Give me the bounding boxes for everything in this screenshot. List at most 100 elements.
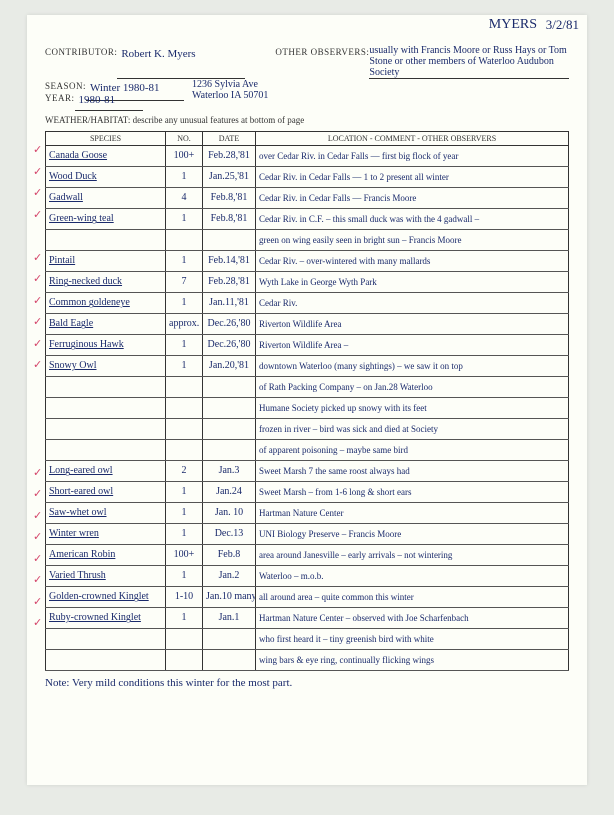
cell-comment: Humane Society picked up snowy with its … xyxy=(256,397,569,418)
cell-comment: Cedar Riv. xyxy=(256,292,569,313)
cell-no: 100+ xyxy=(166,145,203,166)
table-row: of apparent poisoning – maybe same bird xyxy=(46,439,569,460)
cell-no xyxy=(166,397,203,418)
table-row: Wood Duck1Jan.25,'81Cedar Riv. in Cedar … xyxy=(46,166,569,187)
table-row: Saw-whet owl1Jan. 10Hartman Nature Cente… xyxy=(46,502,569,523)
cell-date xyxy=(203,628,256,649)
species-table: SPECIES NO. DATE LOCATION - COMMENT - OT… xyxy=(45,131,569,671)
table-row: Snowy Owl1Jan.20,'81downtown Waterloo (m… xyxy=(46,355,569,376)
cell-comment: Cedar Riv. in C.F. – this small duck was… xyxy=(256,208,569,229)
table-row: Gadwall4Feb.8,'81Cedar Riv. in Cedar Fal… xyxy=(46,187,569,208)
cell-comment: all around area – quite common this wint… xyxy=(256,586,569,607)
cell-species: Bald Eagle xyxy=(46,313,166,334)
cell-comment: frozen in river – bird was sick and died… xyxy=(256,418,569,439)
th-no: NO. xyxy=(166,131,203,145)
cell-comment: Riverton Wildlife Area xyxy=(256,313,569,334)
cell-comment: Sweet Marsh 7 the same roost always had xyxy=(256,460,569,481)
cell-species xyxy=(46,439,166,460)
cell-no: 1-10 xyxy=(166,586,203,607)
cell-date xyxy=(203,418,256,439)
cell-no: 1 xyxy=(166,502,203,523)
cell-comment: Cedar Riv. in Cedar Falls — Francis Moor… xyxy=(256,187,569,208)
cell-date: Feb.8 xyxy=(203,544,256,565)
cell-species: Winter wren xyxy=(46,523,166,544)
header-block: CONTRIBUTOR: Robert K. Myers OTHER OBSER… xyxy=(45,45,569,128)
th-date: DATE xyxy=(203,131,256,145)
observers-label: OTHER OBSERVERS: xyxy=(275,45,369,79)
check-mark-icon: ✓ xyxy=(33,294,42,307)
cell-species: Golden-crowned Kinglet xyxy=(46,586,166,607)
table-row: of Rath Packing Company – on Jan.28 Wate… xyxy=(46,376,569,397)
table-row: Green-wing teal1Feb.8,'81Cedar Riv. in C… xyxy=(46,208,569,229)
cell-date xyxy=(203,376,256,397)
cell-no: 1 xyxy=(166,334,203,355)
cell-comment: Hartman Nature Center xyxy=(256,502,569,523)
cell-comment: over Cedar Riv. in Cedar Falls — first b… xyxy=(256,145,569,166)
cell-no: 1 xyxy=(166,481,203,502)
cell-no: 1 xyxy=(166,565,203,586)
check-mark-icon: ✓ xyxy=(33,143,42,156)
cell-date: Feb.28,'81 xyxy=(203,271,256,292)
table-row: frozen in river – bird was sick and died… xyxy=(46,418,569,439)
check-mark-icon: ✓ xyxy=(33,509,42,522)
cell-date xyxy=(203,649,256,670)
table-row: wing bars & eye ring, continually flicki… xyxy=(46,649,569,670)
cell-comment: Cedar Riv. – over-wintered with many mal… xyxy=(256,250,569,271)
cell-no: 2 xyxy=(166,460,203,481)
cell-species: Ruby-crowned Kinglet xyxy=(46,607,166,628)
table-row: Humane Society picked up snowy with its … xyxy=(46,397,569,418)
cell-no: 1 xyxy=(166,355,203,376)
cell-date: Jan.10 many other dates xyxy=(203,586,256,607)
cell-no: 100+ xyxy=(166,544,203,565)
cell-species xyxy=(46,229,166,250)
check-mark-icon: ✓ xyxy=(33,573,42,586)
cell-species: Ferruginous Hawk xyxy=(46,334,166,355)
cell-no: 1 xyxy=(166,166,203,187)
check-mark-icon: ✓ xyxy=(33,487,42,500)
check-mark-icon: ✓ xyxy=(33,337,42,350)
cell-comment: downtown Waterloo (many sightings) – we … xyxy=(256,355,569,376)
cell-date: Jan.2 xyxy=(203,565,256,586)
cell-comment: green on wing easily seen in bright sun … xyxy=(256,229,569,250)
date-annotation: 3/2/81 xyxy=(546,17,579,33)
weather-label: WEATHER/HABITAT: describe any unusual fe… xyxy=(45,113,569,128)
table-row: American Robin100+Feb.8area around Janes… xyxy=(46,544,569,565)
table-header-row: SPECIES NO. DATE LOCATION - COMMENT - OT… xyxy=(46,131,569,145)
table-row: Golden-crowned Kinglet1-10Jan.10 many ot… xyxy=(46,586,569,607)
cell-comment: area around Janesville – early arrivals … xyxy=(256,544,569,565)
table-row: green on wing easily seen in bright sun … xyxy=(46,229,569,250)
table-row: Canada Goose100+Feb.28,'81over Cedar Riv… xyxy=(46,145,569,166)
cell-date xyxy=(203,397,256,418)
check-mark-icon: ✓ xyxy=(33,530,42,543)
table-row: who first heard it – tiny greenish bird … xyxy=(46,628,569,649)
cell-no xyxy=(166,628,203,649)
cell-date: Jan.24 xyxy=(203,481,256,502)
cell-date: Dec.26,'80 xyxy=(203,313,256,334)
table-row: Ruby-crowned Kinglet1Jan.1Hartman Nature… xyxy=(46,607,569,628)
check-mark-icon: ✓ xyxy=(33,165,42,178)
observers-value: usually with Francis Moore or Russ Hays … xyxy=(369,45,569,79)
cell-date: Jan. 10 xyxy=(203,502,256,523)
cell-date: Feb.8,'81 xyxy=(203,208,256,229)
cell-comment: Waterloo – m.o.b. xyxy=(256,565,569,586)
cell-no: 1 xyxy=(166,250,203,271)
cell-date xyxy=(203,439,256,460)
form-page: MYERS 3/2/81 CONTRIBUTOR: Robert K. Myer… xyxy=(27,15,587,785)
check-mark-icon: ✓ xyxy=(33,466,42,479)
check-mark-icon: ✓ xyxy=(33,595,42,608)
cell-date: Jan.3 xyxy=(203,460,256,481)
cell-date xyxy=(203,229,256,250)
cell-species: Wood Duck xyxy=(46,166,166,187)
name-annotation: MYERS xyxy=(489,17,537,33)
table-row: Winter wren1Dec.13UNI Biology Preserve –… xyxy=(46,523,569,544)
cell-species xyxy=(46,628,166,649)
cell-species: Snowy Owl xyxy=(46,355,166,376)
contributor-label: CONTRIBUTOR: xyxy=(45,45,117,79)
cell-species: Canada Goose xyxy=(46,145,166,166)
cell-no xyxy=(166,418,203,439)
cell-no xyxy=(166,376,203,397)
cell-date: Jan.11,'81 xyxy=(203,292,256,313)
cell-comment: of apparent poisoning – maybe same bird xyxy=(256,439,569,460)
cell-comment: Riverton Wildlife Area – xyxy=(256,334,569,355)
year-label: YEAR: xyxy=(45,91,75,111)
